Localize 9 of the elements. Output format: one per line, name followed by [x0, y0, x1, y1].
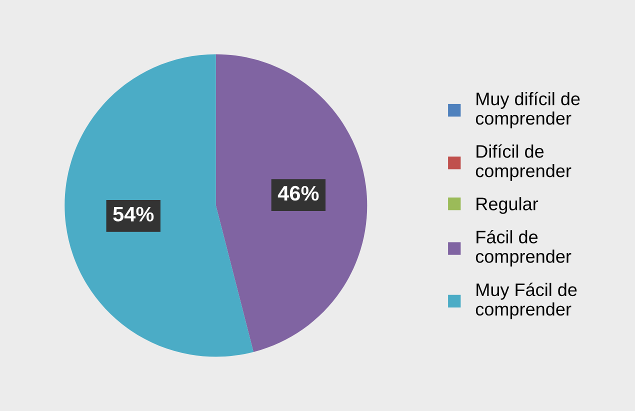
legend-label: Fácil de comprender	[476, 230, 572, 266]
legend-label: Difícil de comprender	[476, 144, 572, 181]
legend-label: Muy Fácil de comprender	[476, 282, 577, 320]
pie-slice	[64, 54, 254, 357]
legend-label: Muy difícil de comprender	[476, 92, 580, 128]
data-label: 46%	[278, 186, 319, 201]
legend-label: Regular	[476, 197, 538, 214]
pie-slice	[216, 54, 368, 352]
data-label: 54%	[113, 206, 154, 222]
